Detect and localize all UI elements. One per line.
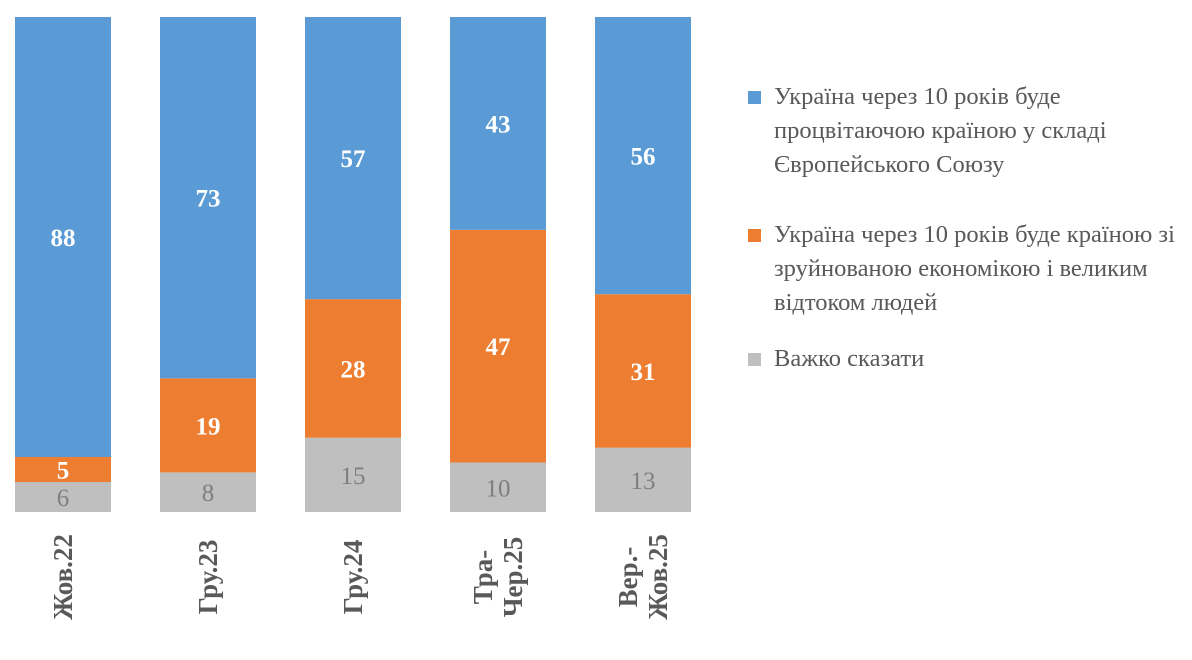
category-label: Вер.-Жов.25 bbox=[613, 534, 673, 620]
category-label: Гру.23 bbox=[193, 540, 223, 615]
data-label: 6 bbox=[57, 485, 70, 512]
category-label: Гру.24 bbox=[338, 540, 368, 615]
data-label: 47 bbox=[486, 334, 511, 361]
legend: Україна через 10 років буде процвітаючою… bbox=[748, 80, 1188, 376]
data-label: 73 bbox=[196, 186, 221, 213]
data-label: 56 bbox=[631, 144, 656, 171]
bar-segment bbox=[450, 17, 546, 230]
data-label: 88 bbox=[51, 225, 76, 252]
bar-segment bbox=[595, 447, 691, 512]
bar-segment bbox=[595, 294, 691, 448]
data-label: 8 bbox=[202, 480, 215, 507]
data-label: 13 bbox=[631, 468, 656, 495]
data-label: 57 bbox=[341, 146, 366, 173]
bar-segment bbox=[15, 457, 111, 482]
data-label: 19 bbox=[196, 413, 221, 440]
bar-segment bbox=[15, 482, 111, 512]
data-label: 15 bbox=[341, 463, 366, 490]
bar-segment bbox=[595, 17, 691, 295]
bar-segment bbox=[305, 299, 401, 438]
legend-label: Україна через 10 років буде країною зі з… bbox=[774, 221, 1175, 316]
data-label: 5 bbox=[57, 458, 70, 485]
legend-item-eu: Україна через 10 років буде процвітаючою… bbox=[748, 80, 1188, 182]
bar-segment bbox=[15, 17, 111, 457]
category-label: Тра-Чер.25 bbox=[468, 537, 528, 618]
category-label: Жов.22 bbox=[48, 534, 78, 620]
bar-segment bbox=[160, 378, 256, 473]
data-label: 28 bbox=[341, 356, 366, 383]
legend-swatch bbox=[748, 91, 761, 104]
bar-segment bbox=[305, 17, 401, 300]
data-label: 10 bbox=[486, 475, 511, 502]
stacked-bar-chart: 65 88 Жов.22 8 19 73 Гру.23 15 28 57 Гру.24 10 47 43 Т… bbox=[15, 17, 691, 620]
data-label: 43 bbox=[486, 111, 511, 138]
bar-segment bbox=[160, 472, 256, 512]
data-label: 31 bbox=[631, 359, 656, 386]
bar-segment bbox=[160, 17, 256, 379]
legend-item-hard-to-say: Важко сказати bbox=[748, 342, 1188, 376]
bar-segment bbox=[450, 229, 546, 463]
bar-segment bbox=[450, 462, 546, 512]
legend-label: Україна через 10 років буде процвітаючою… bbox=[774, 83, 1107, 178]
legend-swatch bbox=[748, 229, 761, 242]
bar-segment bbox=[305, 437, 401, 512]
legend-swatch bbox=[748, 353, 761, 366]
legend-item-ruined: Україна через 10 років буде країною зі з… bbox=[748, 218, 1188, 320]
legend-label: Важко сказати bbox=[774, 345, 925, 372]
